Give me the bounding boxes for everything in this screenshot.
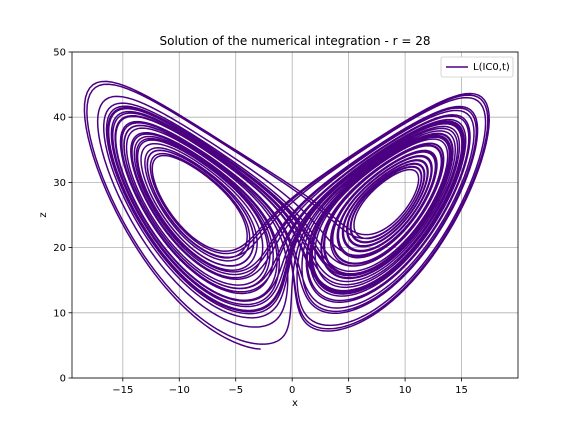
y-tick-label: 30 bbox=[53, 178, 66, 189]
x-tick-label: 10 bbox=[399, 385, 412, 396]
x-tick-label: −10 bbox=[169, 385, 190, 396]
x-tick-label: 15 bbox=[455, 385, 468, 396]
x-axis-label: x bbox=[292, 398, 298, 409]
plot-area: −15 −10 −5 0 5 10 15 0 10 20 30 40 50 bbox=[53, 48, 518, 397]
y-tick-label: 10 bbox=[53, 308, 66, 319]
y-tick-label: 40 bbox=[53, 113, 66, 124]
y-tick-label: 0 bbox=[60, 374, 66, 385]
x-tick-label: 0 bbox=[289, 385, 295, 396]
y-tick-label: 50 bbox=[53, 48, 66, 59]
legend: L(IC0,t) bbox=[441, 57, 513, 77]
chart-title: Solution of the numerical integration - … bbox=[159, 34, 430, 48]
x-tick-label: −5 bbox=[228, 385, 243, 396]
x-tick-label: 5 bbox=[345, 385, 351, 396]
x-tick-label: −15 bbox=[112, 385, 133, 396]
legend-entry-label: L(IC0,t) bbox=[473, 62, 510, 73]
y-axis-label: z bbox=[38, 212, 49, 217]
y-tick-label: 20 bbox=[53, 243, 66, 254]
